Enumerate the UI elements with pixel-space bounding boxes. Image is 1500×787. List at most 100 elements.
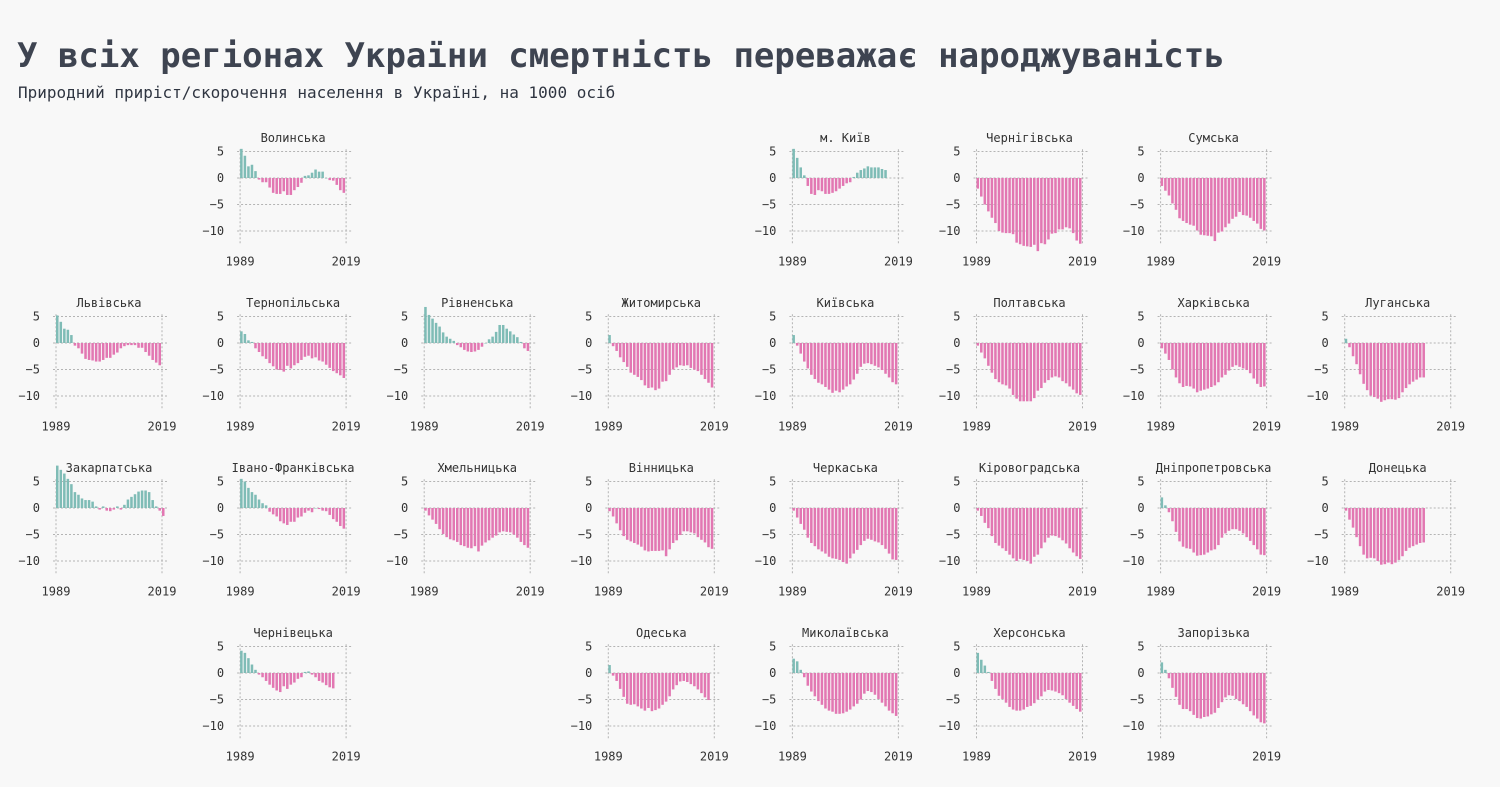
- panel-bars: [1160, 497, 1266, 556]
- bar: [1011, 178, 1015, 235]
- bar: [838, 673, 841, 714]
- bar: [625, 508, 629, 540]
- bar: [140, 490, 144, 508]
- bar: [1061, 343, 1064, 382]
- bar: [1245, 178, 1248, 216]
- x-tick-label: 2019: [332, 419, 361, 433]
- bar: [1217, 673, 1220, 708]
- y-tick-label: 0: [953, 666, 960, 680]
- bar: [1220, 673, 1224, 703]
- y-tick-label: −10: [755, 719, 777, 733]
- bar: [303, 343, 307, 357]
- bar: [987, 508, 990, 529]
- bar: [633, 508, 636, 543]
- bar: [1387, 508, 1390, 563]
- bar: [806, 343, 810, 369]
- bar: [328, 508, 331, 515]
- bar: [1164, 178, 1167, 191]
- bar: [1178, 178, 1181, 219]
- bar: [1178, 508, 1181, 542]
- bar: [1231, 673, 1234, 696]
- bar: [866, 673, 870, 692]
- y-tick-label: 0: [769, 336, 776, 350]
- panel-title: Київська: [817, 296, 875, 310]
- y-tick-label: −10: [1307, 389, 1329, 403]
- panel-title: Львівська: [76, 296, 141, 310]
- x-tick-label: 1989: [1330, 419, 1359, 433]
- bar: [523, 343, 526, 349]
- y-tick-label: 0: [585, 501, 592, 515]
- panel-title: Хмельницька: [437, 461, 516, 475]
- y-tick-label: 0: [1137, 666, 1144, 680]
- bar: [710, 508, 714, 549]
- bar: [873, 673, 877, 695]
- bar: [1203, 343, 1206, 390]
- panel-bars: [608, 665, 710, 712]
- bar: [834, 178, 838, 192]
- bar: [300, 508, 303, 517]
- panel-grid: [53, 314, 168, 410]
- bar: [105, 343, 108, 358]
- bar: [94, 506, 98, 508]
- bar: [516, 337, 519, 343]
- bar: [147, 492, 151, 508]
- bar: [671, 343, 675, 370]
- bar: [990, 508, 994, 537]
- bar: [1210, 343, 1213, 387]
- y-tick-label: 0: [585, 336, 592, 350]
- bar: [1383, 343, 1387, 401]
- bar: [1411, 508, 1415, 547]
- bar: [1418, 343, 1422, 378]
- bar: [661, 508, 664, 551]
- bar: [80, 343, 84, 354]
- panel-bars: [608, 508, 714, 557]
- bar: [144, 490, 147, 508]
- bar: [1394, 343, 1397, 400]
- bar: [1220, 343, 1224, 378]
- bar: [282, 508, 286, 524]
- bar: [1213, 673, 1217, 713]
- bar: [643, 343, 647, 386]
- bar: [314, 343, 317, 358]
- bar: [1358, 343, 1362, 375]
- panel-grid: [789, 149, 905, 245]
- bar: [820, 508, 824, 552]
- bar: [1033, 673, 1036, 704]
- bar: [268, 673, 271, 685]
- bar: [1036, 178, 1040, 252]
- bar: [293, 343, 296, 366]
- bar: [257, 178, 261, 180]
- panel-19: 5 0 −5 −10 1989 2019 Донецька: [1307, 461, 1465, 598]
- panel-title: Черкаська: [813, 461, 878, 475]
- bar: [625, 673, 629, 704]
- bar: [891, 673, 894, 714]
- panel-9: 5 0 −5 −10 1989 2019 Полтавська: [939, 296, 1097, 433]
- bar: [431, 318, 434, 343]
- bar: [795, 157, 799, 178]
- bar: [1195, 673, 1199, 719]
- panel-title: Дніпропетровська: [1156, 461, 1272, 475]
- bar: [247, 658, 250, 673]
- bar: [70, 335, 73, 343]
- bar: [445, 336, 448, 343]
- bar: [820, 343, 824, 385]
- bar: [1195, 178, 1199, 231]
- bar: [997, 508, 1001, 546]
- bar: [278, 673, 282, 693]
- bar: [884, 170, 887, 178]
- bar: [980, 508, 983, 516]
- bar: [264, 343, 268, 359]
- bar: [1213, 508, 1217, 550]
- panel-bars: [976, 343, 1082, 402]
- bar: [863, 673, 866, 694]
- bar: [873, 508, 877, 542]
- bar: [264, 505, 268, 508]
- bar: [278, 343, 282, 371]
- bar: [845, 508, 848, 564]
- y-tick-label: 0: [769, 171, 776, 185]
- y-tick-label: 0: [953, 171, 960, 185]
- bar: [1167, 673, 1171, 679]
- bar: [310, 508, 314, 513]
- bar: [87, 500, 91, 508]
- bar: [1015, 673, 1018, 711]
